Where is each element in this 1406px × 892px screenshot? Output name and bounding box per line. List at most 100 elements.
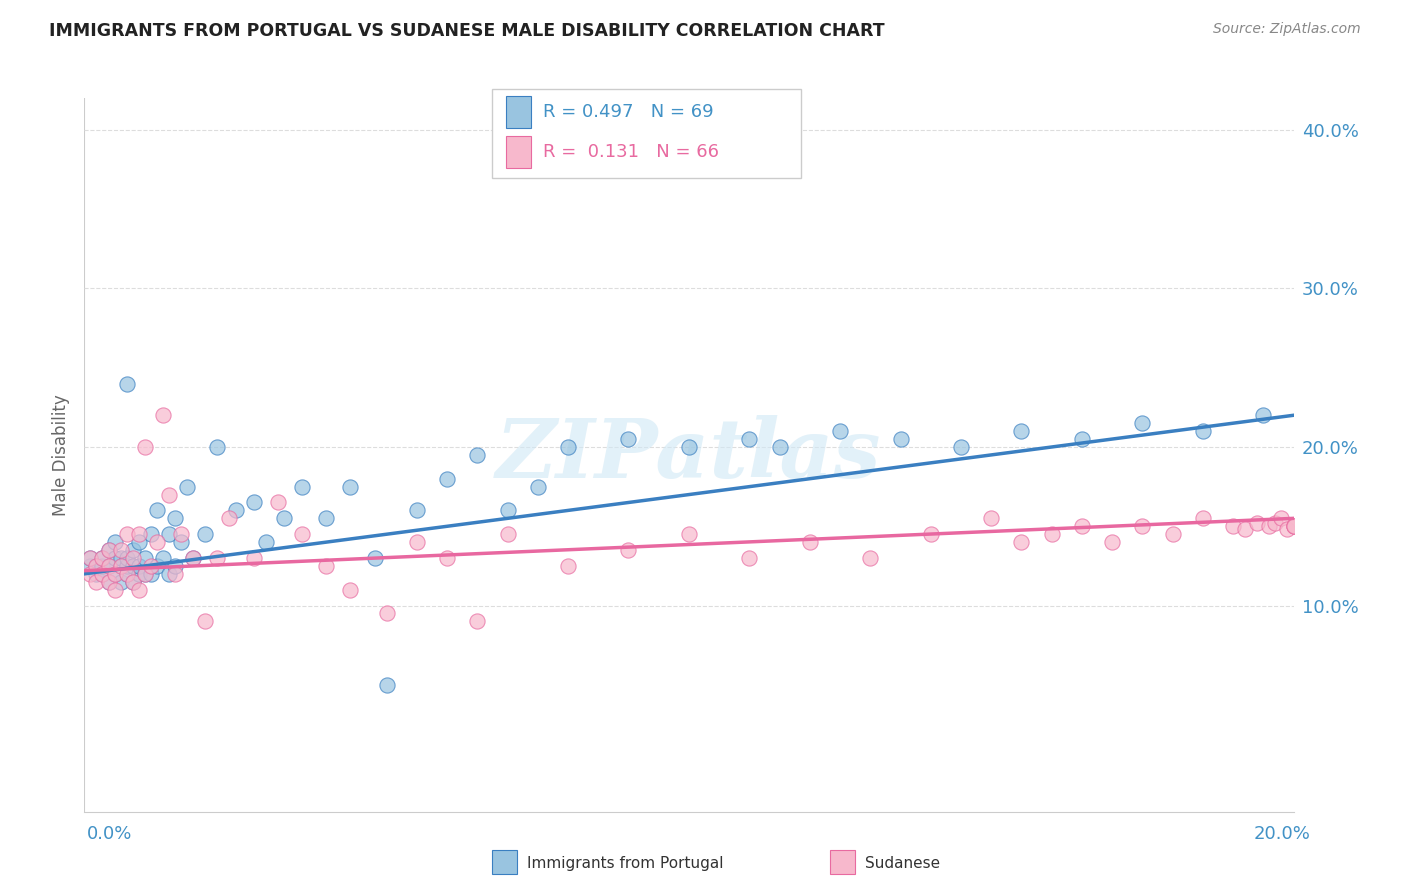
Point: [163, 566, 186, 581]
Point: [1251, 409, 1274, 423]
Point: [134, 566, 156, 581]
Point: [406, 503, 429, 517]
Point: [181, 551, 204, 566]
Point: [86, 558, 108, 573]
Point: [128, 527, 150, 541]
Point: [79, 566, 101, 581]
Point: [121, 551, 143, 566]
Point: [1222, 519, 1244, 533]
Point: [152, 409, 174, 423]
Point: [1010, 424, 1032, 438]
Point: [225, 503, 247, 517]
Point: [242, 495, 264, 509]
Point: [121, 574, 143, 589]
Text: Immigrants from Portugal: Immigrants from Portugal: [527, 856, 724, 871]
Point: [738, 551, 761, 566]
Point: [799, 535, 821, 549]
Point: [170, 527, 193, 541]
Point: [1161, 527, 1184, 541]
Point: [267, 495, 290, 509]
Point: [79, 551, 101, 566]
Point: [207, 440, 229, 454]
Point: [254, 535, 277, 549]
Point: [406, 535, 429, 549]
Point: [339, 582, 361, 597]
Point: [91, 551, 114, 566]
Point: [139, 527, 162, 541]
Point: [91, 566, 114, 581]
Point: [467, 448, 489, 462]
Point: [1040, 527, 1063, 541]
Point: [1277, 523, 1299, 537]
Point: [121, 543, 143, 558]
Point: [86, 558, 108, 573]
Point: [1071, 519, 1094, 533]
Point: [157, 487, 180, 501]
Point: [218, 511, 240, 525]
Point: [1270, 511, 1292, 525]
Point: [86, 566, 108, 581]
Point: [121, 574, 143, 589]
Point: [134, 566, 156, 581]
Point: [115, 566, 138, 581]
Point: [1258, 519, 1281, 533]
Point: [110, 558, 132, 573]
Point: [1010, 535, 1032, 549]
Point: [496, 527, 519, 541]
Point: [104, 566, 127, 581]
Point: [617, 432, 640, 446]
Point: [97, 574, 120, 589]
Point: [115, 527, 138, 541]
Point: [128, 558, 150, 573]
Point: [110, 543, 132, 558]
Point: [273, 511, 295, 525]
Point: [110, 574, 132, 589]
Point: [496, 503, 519, 517]
Point: [207, 551, 229, 566]
Point: [157, 566, 180, 581]
Point: [375, 607, 398, 621]
Point: [1264, 516, 1286, 530]
Point: [134, 440, 156, 454]
Point: [291, 527, 314, 541]
Point: [170, 535, 193, 549]
Point: [146, 503, 169, 517]
Text: R =  0.131   N = 66: R = 0.131 N = 66: [543, 143, 718, 161]
Point: [110, 551, 132, 566]
Point: [97, 574, 120, 589]
Point: [97, 543, 120, 558]
Point: [115, 558, 138, 573]
Point: [950, 440, 973, 454]
Point: [134, 551, 156, 566]
Point: [97, 558, 120, 573]
Text: 20.0%: 20.0%: [1254, 825, 1310, 843]
Point: [110, 558, 132, 573]
Point: [163, 558, 186, 573]
Point: [139, 566, 162, 581]
Point: [146, 535, 169, 549]
Text: 0.0%: 0.0%: [87, 825, 132, 843]
Point: [128, 582, 150, 597]
Text: ZIPatlas: ZIPatlas: [496, 415, 882, 495]
Point: [467, 615, 489, 629]
Point: [291, 480, 314, 494]
Point: [1101, 535, 1123, 549]
Text: R = 0.497   N = 69: R = 0.497 N = 69: [543, 103, 713, 121]
Point: [363, 551, 385, 566]
Point: [163, 511, 186, 525]
Point: [1246, 516, 1268, 530]
Point: [91, 558, 114, 573]
Point: [678, 527, 700, 541]
Point: [194, 615, 217, 629]
Point: [1071, 432, 1094, 446]
Point: [97, 543, 120, 558]
Point: [859, 551, 882, 566]
Point: [91, 566, 114, 581]
Point: [194, 527, 217, 541]
Point: [152, 551, 174, 566]
Point: [920, 527, 942, 541]
Point: [97, 558, 120, 573]
Point: [1234, 523, 1257, 537]
Point: [1130, 519, 1153, 533]
Point: [339, 480, 361, 494]
